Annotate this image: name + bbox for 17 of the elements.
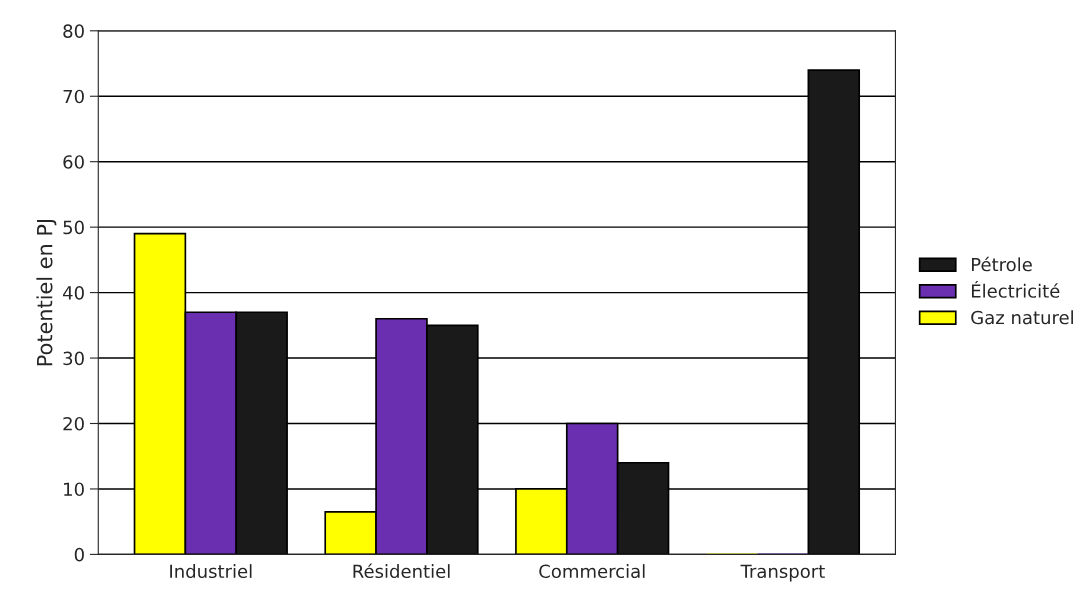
legend-label: Pétrole — [971, 256, 1032, 272]
y-tick-label: 50 — [63, 220, 84, 235]
y-tick-label: 30 — [63, 351, 84, 366]
y-tick-label: 10 — [64, 482, 84, 497]
x-tick-label: Commercial — [539, 564, 645, 579]
x-tick-label: Industriel — [170, 564, 252, 579]
x-tick-label: Résidentiel — [353, 563, 450, 579]
y-axis-title: Potentiel en PJ — [36, 220, 57, 366]
legend-label: Gaz naturel — [971, 310, 1073, 325]
y-tick-label: 0 — [74, 547, 84, 562]
y-tick-label: 40 — [62, 286, 84, 300]
y-tick-label: 60 — [63, 155, 84, 169]
y-tick-label: 20 — [63, 416, 84, 431]
y-tick-label: 80 — [63, 24, 84, 38]
legend-label: Électricité — [971, 280, 1060, 298]
x-tick-label: Transport — [740, 564, 825, 582]
y-tick-label: 70 — [63, 89, 84, 104]
